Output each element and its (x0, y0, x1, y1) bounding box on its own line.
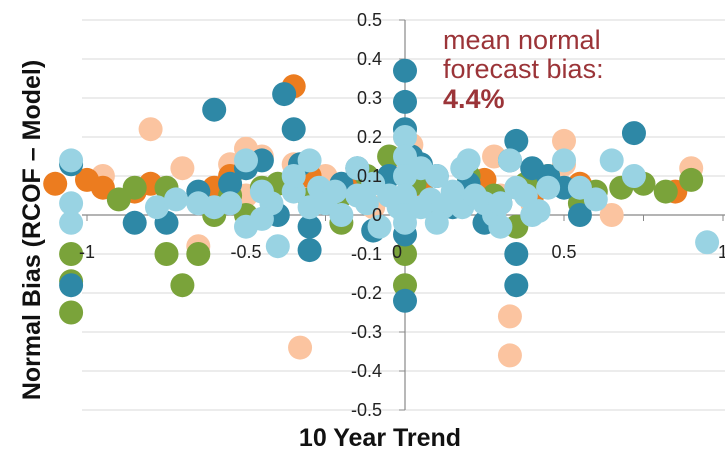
data-point-green (653, 179, 678, 204)
data-point-light-blue (621, 164, 646, 188)
data-point-teal (504, 273, 529, 298)
data-point-peach (288, 335, 313, 360)
bias-annotation: mean normal forecast bias: 4.4% (443, 25, 604, 114)
data-point-orange (43, 171, 68, 196)
data-point-light-blue (488, 214, 513, 239)
data-point-light-blue (497, 148, 522, 173)
x-tick-label: 0 (392, 242, 402, 262)
data-point-light-blue (488, 191, 513, 216)
data-point-teal (122, 210, 147, 235)
data-point-teal (297, 238, 322, 263)
y-tick-label: 0.2 (357, 127, 382, 147)
y-tick-label: -0.2 (351, 283, 382, 303)
data-point-light-blue (552, 148, 576, 173)
data-point-teal (59, 273, 84, 298)
data-point-green (154, 242, 179, 266)
y-tick-label: -0.3 (351, 322, 382, 342)
data-point-teal (297, 214, 322, 239)
data-point-light-blue (367, 214, 392, 239)
data-point-peach (497, 304, 522, 329)
y-axis-title: Normal Bias (RCOF – Model) (18, 60, 46, 400)
y-tick-label: 0.4 (357, 49, 382, 69)
data-point-light-blue (345, 156, 370, 181)
data-point-light-blue (536, 175, 561, 200)
annotation-value: 4.4% (443, 84, 505, 114)
data-point-light-blue (323, 179, 348, 204)
data-point-peach (497, 343, 522, 368)
y-tick-label: -0.5 (351, 400, 382, 420)
data-point-light-blue (599, 148, 624, 173)
data-point-light-blue (164, 187, 189, 212)
data-point-light-blue (329, 203, 354, 227)
data-point-light-blue (354, 191, 379, 216)
data-point-teal (202, 97, 227, 122)
y-tick-label: 0.5 (357, 10, 382, 30)
data-point-light-blue (583, 187, 608, 212)
data-point-light-blue (265, 234, 290, 259)
data-points (43, 58, 720, 368)
data-point-teal (393, 89, 417, 114)
y-tick-label: 0.3 (357, 88, 382, 108)
data-point-peach (170, 156, 195, 181)
data-point-teal (218, 171, 243, 196)
data-point-green (106, 187, 131, 212)
y-tick-label: -0.1 (351, 244, 382, 264)
data-point-peach (552, 128, 576, 153)
y-tick-label: -0.4 (351, 361, 382, 381)
data-point-teal (272, 82, 297, 107)
data-point-peach (599, 203, 624, 227)
data-point-teal (567, 203, 592, 227)
data-point-light-blue (408, 156, 433, 181)
data-point-green (679, 167, 704, 192)
data-point-light-blue (59, 191, 84, 216)
data-point-teal (621, 121, 646, 146)
data-point-light-blue (393, 125, 417, 149)
data-point-light-blue (59, 210, 84, 235)
data-point-light-blue (59, 148, 84, 173)
data-point-green (170, 273, 195, 298)
data-point-light-blue (695, 230, 720, 255)
x-tick-label: -1 (79, 242, 95, 262)
data-point-light-blue (218, 191, 243, 216)
data-point-teal (393, 58, 417, 83)
data-point-teal (281, 117, 306, 142)
data-point-light-blue (450, 156, 475, 181)
y-tick-label: 0.1 (357, 166, 382, 186)
data-point-teal (393, 288, 417, 313)
data-point-teal (504, 242, 529, 266)
data-point-light-blue (234, 148, 258, 173)
annotation-line-2: forecast bias: (443, 54, 604, 84)
y-tick-labels: 0.5 0.4 0.3 0.2 0.1 0 -0.1 -0.2 -0.3 -0.4 -0.5 (351, 10, 382, 420)
x-tick-label: -0.5 (230, 242, 261, 262)
x-axis-title: 10 Year Trend (299, 424, 461, 452)
data-point-light-blue (281, 164, 306, 188)
x-tick-label: 1 (718, 242, 725, 262)
data-point-green (393, 242, 417, 266)
data-point-light-blue (424, 210, 449, 235)
y-tick-label: 0 (372, 205, 382, 225)
x-tick-label: 0.5 (551, 242, 576, 262)
data-point-green (59, 300, 84, 325)
annotation-line-1: mean normal (443, 25, 601, 55)
x-tick-labels: -1 -0.5 0 0.5 1 (79, 242, 725, 262)
data-point-green (186, 242, 211, 266)
data-point-light-blue (393, 210, 417, 235)
data-point-peach (138, 117, 163, 142)
data-point-teal (504, 128, 529, 153)
data-point-light-blue (526, 199, 551, 224)
data-point-green (59, 242, 84, 266)
data-point-light-blue (249, 206, 274, 231)
data-point-light-blue (297, 148, 322, 173)
data-point-light-blue (144, 195, 169, 220)
